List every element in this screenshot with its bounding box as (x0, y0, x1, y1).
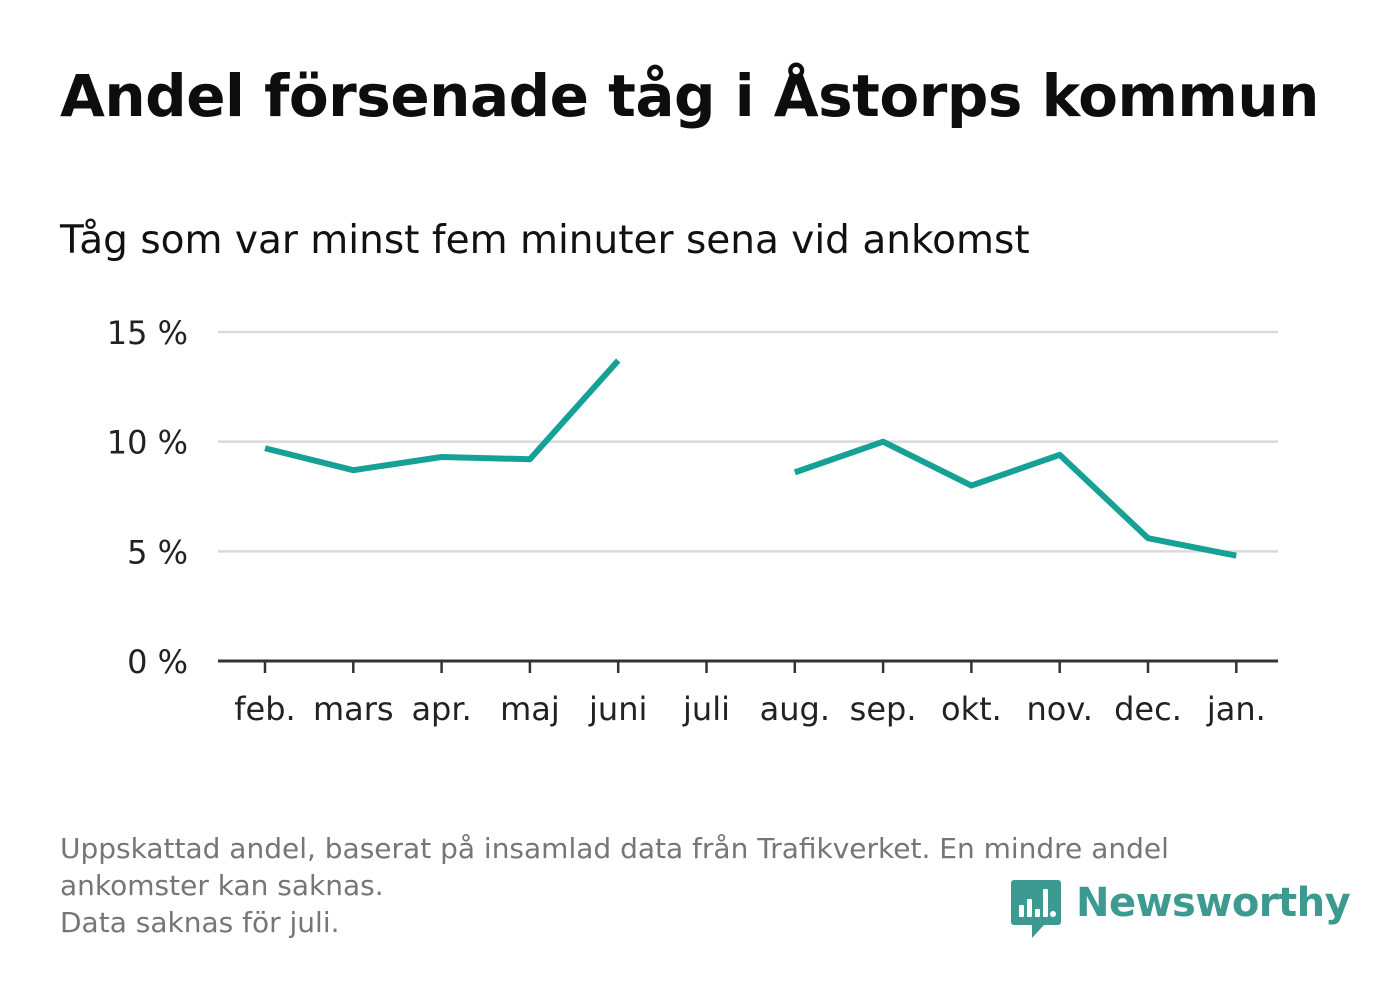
x-tick-label: mars (313, 690, 394, 728)
y-axis-tick-labels: 0 % 5 % 10 % 15 % (107, 314, 188, 681)
series-lines (264, 358, 1237, 559)
x-axis-tick-labels: feb. mars apr. maj juni juli aug. sep. okt. nov. d… (234, 690, 1265, 728)
footnote-line-2: ankomster kan saknas. (60, 869, 384, 902)
x-tick-label: feb. (234, 690, 295, 728)
footnote: Uppskattad andel, baserat på insamlad da… (60, 830, 1310, 941)
x-axis (218, 659, 1278, 673)
x-tick-label: apr. (411, 690, 471, 728)
newsworthy-logo-icon (1011, 880, 1061, 938)
x-tick-label: jan. (1206, 690, 1266, 728)
brand-name: Newsworthy (1076, 880, 1351, 926)
line-chart: 0 % 5 % 10 % 15 % feb. mars apr. maj juni juli au… (107, 314, 1278, 728)
newsworthy-logo: Newsworthy (1010, 878, 1351, 940)
x-tick-label: maj (500, 690, 560, 728)
chart-title: Andel försenade tåg i Åstorps kommun (60, 62, 1319, 130)
series-line-segment (264, 358, 621, 474)
y-tick-label: 15 % (107, 314, 188, 352)
x-tick-label: juni (588, 690, 647, 728)
x-tick-label: sep. (850, 690, 917, 728)
y-tick-label: 0 % (127, 643, 188, 681)
footnote-line-1: Uppskattad andel, baserat på insamlad da… (60, 832, 1169, 865)
y-tick-label: 10 % (107, 424, 188, 462)
x-tick-label: juli (682, 690, 730, 728)
gridlines (218, 330, 1278, 553)
x-tick-label: okt. (941, 690, 1002, 728)
chart-subtitle: Tåg som var minst fem minuter sena vid a… (60, 218, 1030, 263)
x-tick-label: dec. (1114, 690, 1182, 728)
footnote-line-3: Data saknas för juli. (60, 906, 340, 939)
y-tick-label: 5 % (127, 533, 188, 571)
series-line-segment (793, 438, 1237, 559)
x-tick-label: aug. (760, 690, 830, 728)
x-tick-label: nov. (1026, 690, 1092, 728)
